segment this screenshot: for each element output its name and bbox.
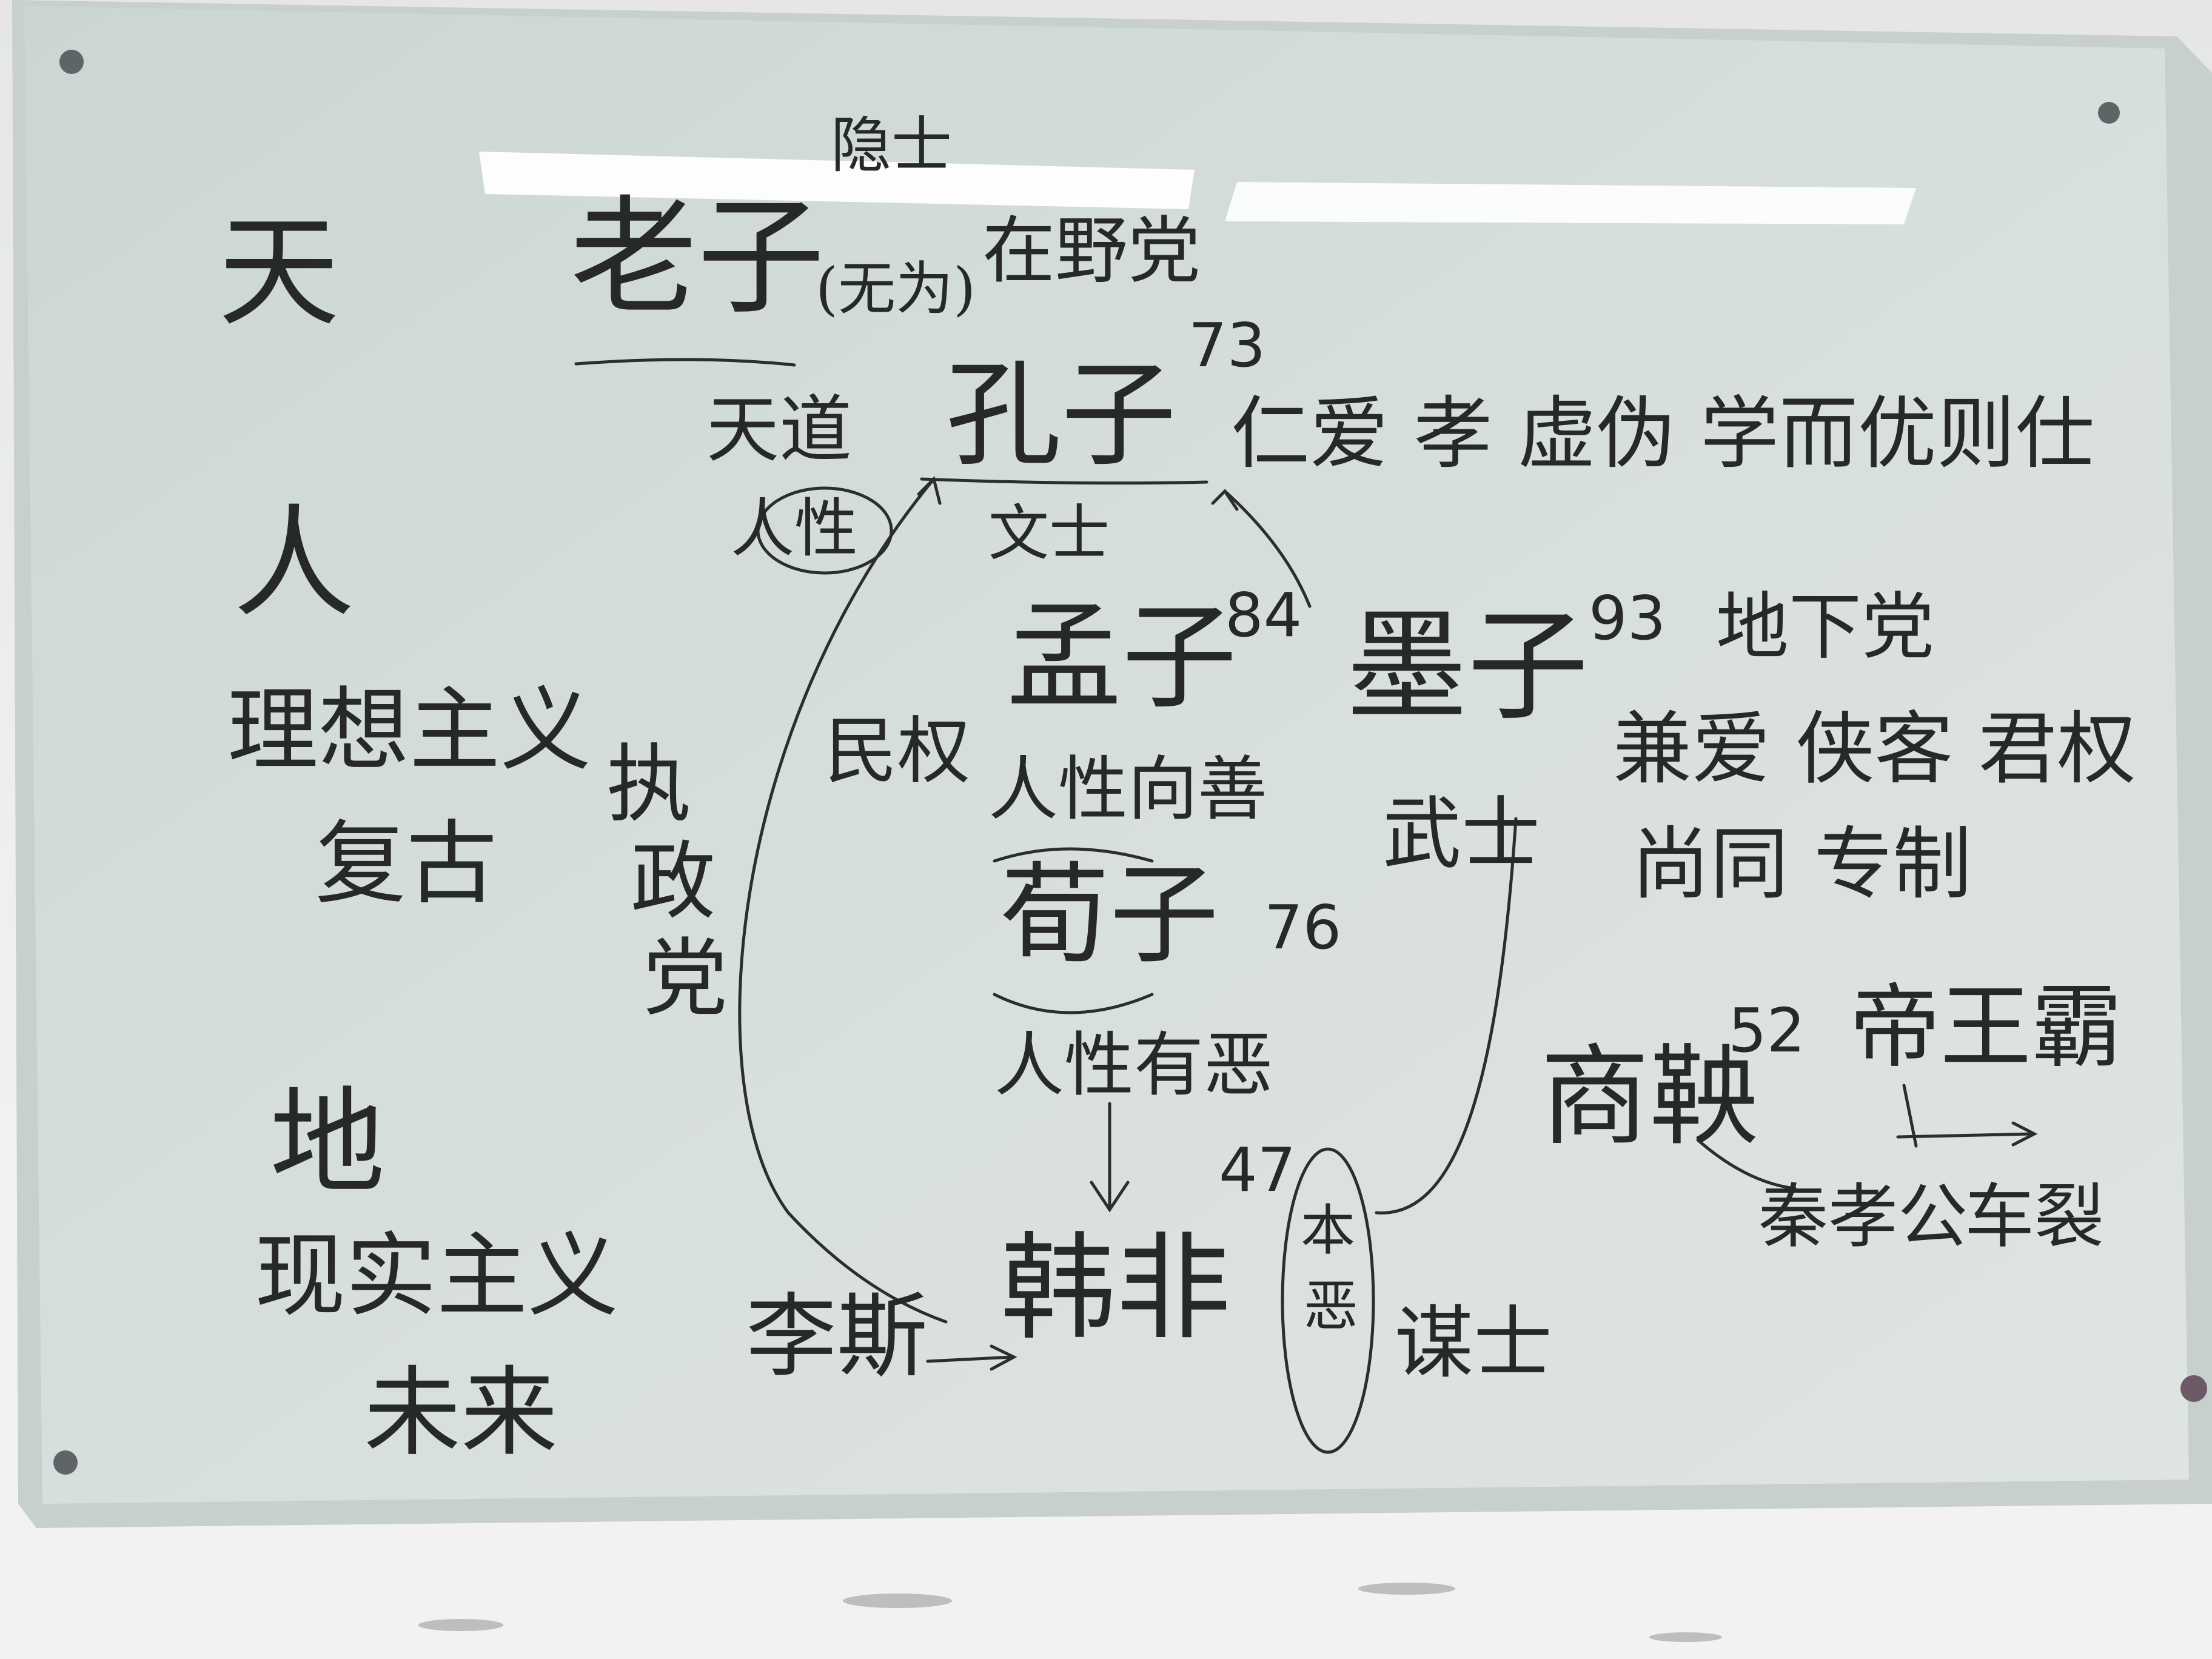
label-warrior: 武士 (1382, 788, 1541, 880)
label-heaven-way: 天道 (706, 388, 852, 472)
age-mozi: 93 (1589, 583, 1666, 654)
name-lisi: 李斯 (746, 1284, 928, 1390)
traits-mozi-line1: 兼爱 侠客 君权 (1613, 703, 2136, 795)
name-laozi: 老子 (570, 183, 825, 332)
bracket-xunzi-top (993, 847, 1154, 863)
word-idealism: 理想主义 (227, 678, 592, 783)
age-xunzi: 76 (1264, 892, 1342, 963)
label-ways: 帝王霸 (1849, 975, 2123, 1081)
age-kongzi: 73 (1188, 310, 1266, 381)
name-shangyang: 商鞅 (1540, 1034, 1759, 1161)
word-realism: 现实主义 (255, 1224, 619, 1329)
word-human: 人 (233, 493, 355, 634)
label-duke-xiao: 秦孝公 (1758, 1176, 1968, 1258)
circle-human-nature (756, 486, 893, 575)
label-opposition-party: 在野党 (982, 209, 1201, 293)
mounting-screws (53, 50, 2207, 1475)
name-mozi: 墨子 (1346, 596, 1589, 737)
traits-mozi-line2: 尚同 专制 (1631, 818, 1972, 910)
age-mengzi: 84 (1225, 580, 1302, 651)
ruling-party-char-2: 政 (631, 833, 716, 931)
board-glass (24, 6, 2189, 1504)
arc-kongzi-to-lisi (738, 477, 948, 1324)
label-underground-party: 地下党 (1716, 585, 1934, 669)
arrow-lisi-to-hanfei (926, 1355, 1014, 1363)
name-xunzi: 荀子 (1000, 852, 1219, 979)
label-people-power: 民权 (825, 709, 970, 794)
word-restore-past: 复古 (315, 811, 498, 917)
underline-kongzi (920, 477, 1208, 485)
arrow-ways-to-fate (1896, 1132, 2033, 1139)
label-scholar: 文士 (988, 498, 1110, 569)
essence-char-1: 本 (1301, 1199, 1355, 1262)
name-mengzi: 孟子 (1007, 591, 1238, 725)
age-hanfei: 47 (1219, 1134, 1296, 1205)
label-human-nature: 人性 (731, 492, 859, 566)
arrowhead-right (990, 1344, 1017, 1371)
note-wuwei: (无为) (816, 256, 976, 323)
arrowhead-down (1090, 1181, 1130, 1213)
arrowhead-kongzi (917, 476, 942, 505)
line-shangyang-to-duke (1696, 1138, 1797, 1190)
nature-good: 人性向善 (988, 749, 1268, 830)
arc-mozi-to-kongzi (1223, 489, 1312, 608)
ceiling-light-reflection-right (1225, 182, 1916, 224)
essence-char-2: 恶 (1304, 1275, 1358, 1338)
label-dismemberment: 车裂 (1965, 1176, 2105, 1258)
hand-drawn-strokes (574, 358, 2038, 1454)
underline-ways (1902, 1084, 1918, 1148)
word-earth: 地 (270, 1076, 386, 1210)
ruling-party-char-3: 党 (643, 930, 728, 1028)
age-shangyang: 52 (1728, 995, 1806, 1066)
name-kongzi: 孔子 (946, 348, 1177, 482)
arrowhead-right-2 (2011, 1121, 2038, 1147)
arrowhead-mozi (1211, 489, 1239, 511)
arc-hanfei-to-mozi (1375, 817, 1518, 1215)
underline-laozi (574, 358, 796, 367)
name-hanfei: 韩非 (1000, 1221, 1232, 1355)
ceiling-light-reflection-left (479, 152, 1195, 209)
label-strategist: 谋士 (1395, 1297, 1553, 1389)
word-future: 未来 (364, 1356, 558, 1469)
bracket-xunzi-bottom (993, 993, 1154, 1014)
label-hermit: 隐士 (831, 110, 952, 181)
circle-essence (1281, 1147, 1375, 1454)
ruling-party-char-1: 执 (606, 736, 692, 834)
word-heaven: 天 (218, 202, 340, 343)
nature-evil: 人性有恶 (994, 1025, 1274, 1106)
traits-kongzi: 仁爱 孝 虚伪 学而优则仕 (1231, 387, 2094, 480)
